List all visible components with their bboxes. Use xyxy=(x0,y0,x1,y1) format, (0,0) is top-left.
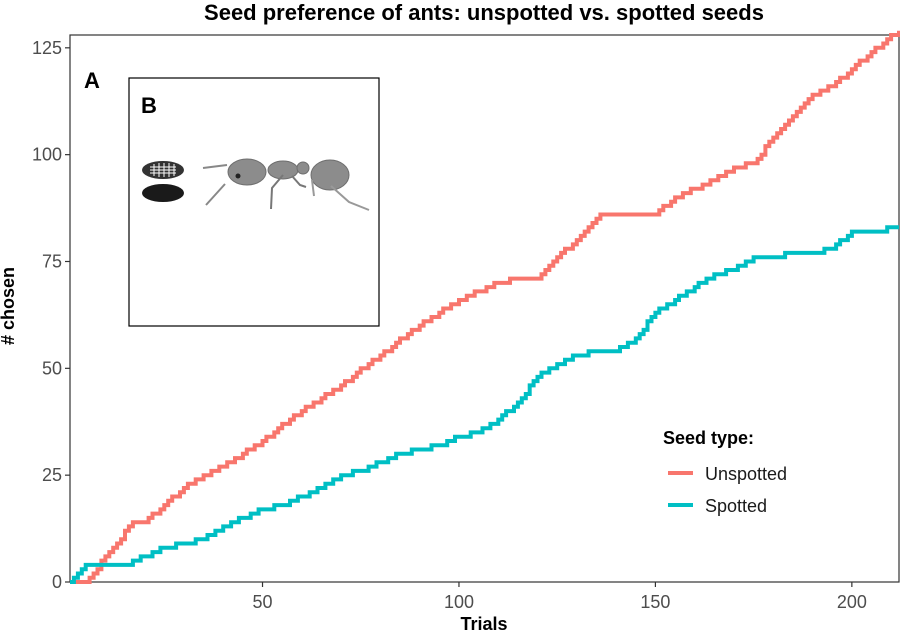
series-line-unspotted xyxy=(70,30,900,584)
panel-label-b: B xyxy=(141,93,157,118)
y-tick-label-125: 125 xyxy=(32,38,62,58)
legend-title: Seed type: xyxy=(663,428,754,448)
ant-icon xyxy=(202,158,370,211)
chart-title: Seed preference of ants: unspotted vs. s… xyxy=(204,0,764,25)
x-tick-label-150: 150 xyxy=(640,592,670,612)
seed-spotted-icon xyxy=(142,184,184,202)
y-tick-label-100: 100 xyxy=(32,145,62,165)
plot-border xyxy=(69,34,900,583)
legend-label-unspotted: Unspotted xyxy=(705,464,787,484)
x-axis-title: Trials xyxy=(460,614,507,633)
series-line-spotted xyxy=(70,225,899,584)
y-tick-label-25: 25 xyxy=(42,465,62,485)
x-tick-label-200: 200 xyxy=(837,592,867,612)
y-axis-title: # chosen xyxy=(0,267,18,345)
x-tick-label-100: 100 xyxy=(444,592,474,612)
inset-panel: B xyxy=(128,77,380,327)
seed-unspotted-icon xyxy=(142,161,184,179)
legend: Seed type: Unspotted Spotted xyxy=(663,428,787,516)
legend-label-spotted: Spotted xyxy=(705,496,767,516)
y-tick-label-0: 0 xyxy=(52,572,62,592)
inset-border xyxy=(128,77,380,327)
x-tick-label-50: 50 xyxy=(253,592,273,612)
plot-area: A xyxy=(69,30,900,584)
series-layer xyxy=(70,30,900,584)
x-axis: 50 100 150 200 xyxy=(253,582,867,612)
y-tick-label-50: 50 xyxy=(42,358,62,378)
panel-label-a: A xyxy=(84,68,100,93)
y-tick-label-75: 75 xyxy=(42,251,62,271)
y-axis: 0 25 50 75 100 125 xyxy=(32,38,70,592)
